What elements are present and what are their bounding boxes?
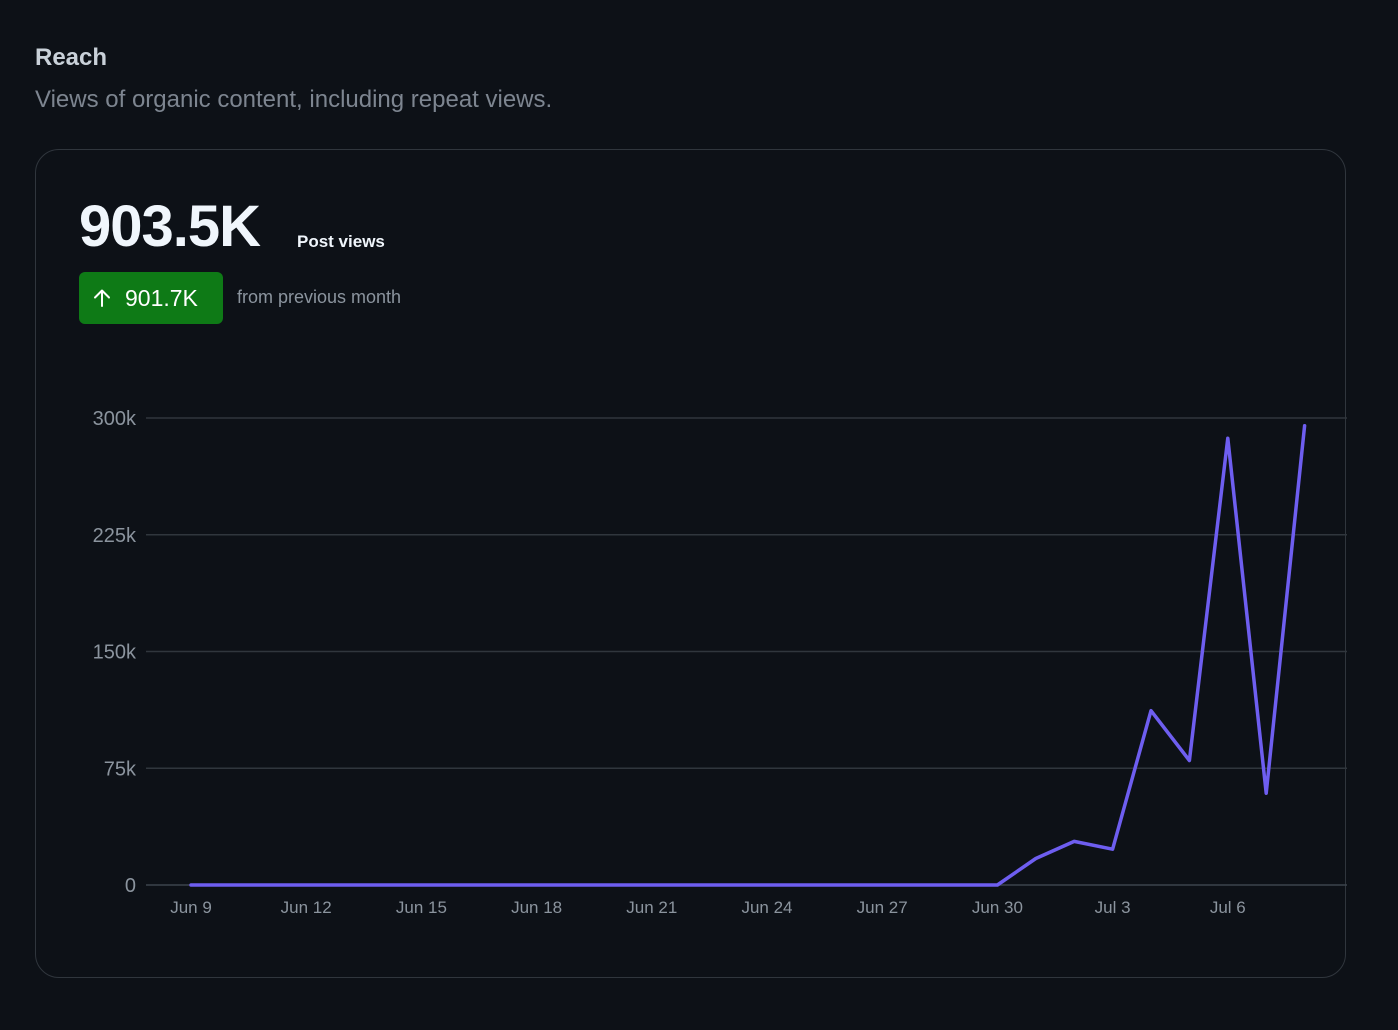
x-tick-label: Jun 30 xyxy=(972,898,1023,917)
x-tick-label: Jun 15 xyxy=(396,898,447,917)
y-tick-label: 225k xyxy=(93,525,137,547)
y-tick-label: 75k xyxy=(104,758,137,780)
x-tick-label: Jun 21 xyxy=(626,898,677,917)
series-line xyxy=(189,424,1307,887)
x-tick-label: Jun 12 xyxy=(281,898,332,917)
post-views-label: Post views xyxy=(297,232,385,251)
x-tick-label: Jun 27 xyxy=(857,898,908,917)
x-tick-label: Jun 9 xyxy=(170,898,212,917)
section-title: Reach xyxy=(35,44,108,71)
delta-badge: 901.7K xyxy=(79,272,223,324)
x-tick-label: Jun 24 xyxy=(741,898,792,917)
y-tick-label: 0 xyxy=(125,875,136,897)
x-tick-label: Jul 3 xyxy=(1095,898,1131,917)
post-views-total: 903.5K xyxy=(79,194,261,259)
reach-line-chart: 0 75k 150k 225k 300k Jun 9 Jun 12 Jun 15 Jun 18 J… xyxy=(93,408,1347,917)
y-tick-label: 150k xyxy=(93,642,137,664)
x-tick-label: Jul 6 xyxy=(1210,898,1246,917)
y-tick-label: 300k xyxy=(93,408,137,430)
reach-card: 903.5K Post views 901.7K from previous m… xyxy=(35,149,1347,978)
x-tick-label: Jun 18 xyxy=(511,898,562,917)
delta-caption: from previous month xyxy=(237,287,402,307)
delta-value: 901.7K xyxy=(125,284,198,311)
arrow-up-icon xyxy=(94,289,110,307)
section-subtitle: Views of organic content, including repe… xyxy=(35,86,553,113)
